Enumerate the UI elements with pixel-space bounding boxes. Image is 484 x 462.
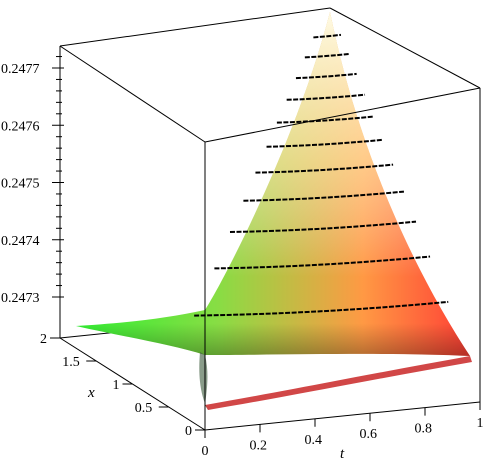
t-tick-label: 0.2 — [250, 438, 268, 453]
x-axis-title: x — [87, 385, 95, 401]
box-edge — [204, 87, 481, 143]
contour-line — [276, 115, 374, 124]
contour-lines — [194, 33, 449, 317]
z-tick-label: 0.2476 — [1, 119, 40, 134]
surface — [76, 12, 472, 410]
t-axis-title: t — [340, 446, 345, 462]
x-tick-label: 1 — [113, 378, 120, 393]
x-axis: 0 0.5 1 1.5 2 — [40, 332, 205, 439]
x-tick-label: 1.5 — [62, 355, 80, 370]
contour-line — [255, 163, 394, 174]
box-edge — [59, 45, 206, 143]
t-tick-label: 0.6 — [360, 427, 378, 442]
surface-highlight — [76, 12, 470, 356]
box-edge — [329, 7, 481, 89]
contour-line — [243, 190, 405, 202]
contour-line — [313, 33, 342, 39]
contour-line — [214, 255, 431, 270]
z-tick-label: 0.2473 — [1, 291, 40, 306]
z-tick-label: 0.2474 — [1, 234, 40, 249]
t-tick-label: 1 — [477, 416, 484, 431]
t-tick-label: 0.8 — [415, 422, 433, 437]
surface-near-rim — [199, 352, 208, 410]
contour-line — [229, 220, 417, 234]
z-tick-label: 0.2475 — [1, 177, 40, 192]
contour-line — [194, 300, 449, 317]
t-tick-label: 0 — [202, 444, 209, 459]
surface-front-edge — [205, 356, 472, 410]
contour-line — [304, 52, 349, 59]
x-tick-label: 2 — [40, 332, 47, 347]
x-tick-label: 0 — [185, 424, 192, 439]
box-edge — [59, 7, 331, 47]
t-axis: 0 0.2 0.4 0.6 0.8 1 — [202, 402, 484, 459]
t-tick-label: 0.4 — [305, 433, 323, 448]
z-tick-label: 0.2477 — [1, 62, 40, 77]
box-front-edges — [59, 45, 481, 431]
contour-line — [286, 93, 366, 101]
x-tick-label: 0.5 — [135, 401, 153, 416]
contour-line — [266, 138, 384, 148]
contour-line — [295, 72, 357, 80]
z-axis: 0.2473 0.2474 0.2475 0.2476 0.2477 — [1, 56, 64, 306]
box-edge — [204, 401, 481, 431]
